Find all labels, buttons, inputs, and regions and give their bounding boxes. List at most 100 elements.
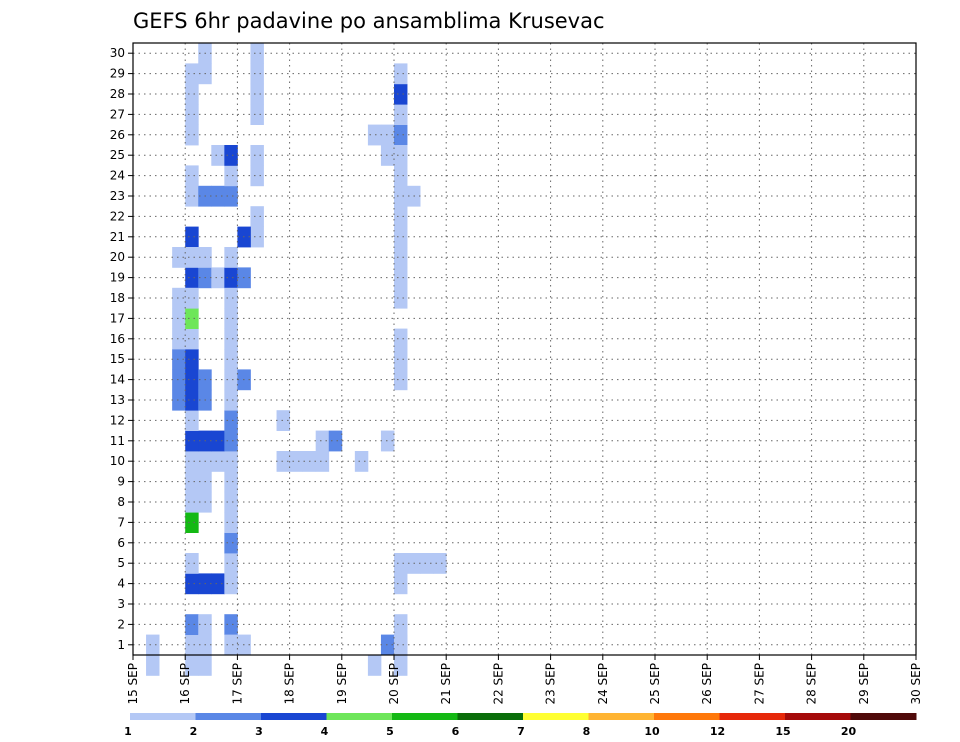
heatmap-cell [224,389,238,411]
colorbar-label: 3 [255,725,263,738]
heatmap-cell [250,226,264,248]
heatmap-cell [224,145,238,166]
y-tick-label: 14 [110,373,125,387]
heatmap-cell [224,267,238,289]
y-tick-label: 7 [117,515,125,529]
heatmap-cell [394,206,408,227]
heatmap-cell [172,328,186,350]
heatmap-cell [172,369,186,391]
colorbar-swatch [850,713,917,720]
heatmap-cell [224,369,238,391]
x-tick-label: 29 SEP [857,663,871,705]
x-tick-label: 24 SEP [596,663,610,705]
heatmap-cell [224,553,238,574]
y-tick-label: 11 [110,434,125,448]
y-tick-label: 4 [117,577,125,591]
colorbar-label: 7 [517,725,525,738]
heatmap-cell [276,451,290,472]
heatmap-cell [185,247,199,268]
heatmap-cell [146,634,160,656]
heatmap-cell [185,451,199,472]
y-tick-label: 18 [110,291,125,305]
heatmap-cell [250,206,264,227]
heatmap-cell [185,614,199,635]
heatmap-cell [276,410,290,431]
heatmap-cell [185,634,199,656]
heatmap-cell [211,451,225,472]
heatmap-cell [394,655,408,676]
heatmap-cell [185,553,199,574]
plot-frame [132,42,917,656]
heatmap-cell [224,573,238,595]
heatmap-cell [172,349,186,370]
heatmap-cell [394,573,408,595]
heatmap-cell [394,83,408,105]
y-tick-label: 9 [117,475,125,489]
heatmap-cell [394,185,408,207]
heatmap-cell [367,655,382,676]
heatmap-cell [315,430,330,452]
heatmap-cell [250,63,264,85]
colorbar-swatch [457,713,524,720]
heatmap-cell [394,328,408,350]
heatmap-cell [394,145,408,166]
heatmap-cell [185,226,199,248]
heatmap-cell [328,430,343,452]
y-axis: 1234567891011121314151617181920212223242… [110,46,133,652]
heatmap-cell [394,287,408,309]
heatmap-cell [172,308,186,329]
y-tick-label: 20 [110,250,125,264]
colorbar-swatch [654,713,720,720]
heatmap-cell [185,573,199,595]
heatmap-cell [394,226,408,248]
heatmap-cell [185,471,199,493]
x-tick-label: 15 SEP [126,663,140,705]
heatmap-cell [394,247,408,268]
heatmap-cell [224,349,238,370]
colorbar-label: 15 [775,725,790,738]
grid-layer [133,43,916,655]
heatmap-cell [380,124,395,146]
heatmap-cell [185,308,199,329]
x-axis: 15 SEP 16 SEP 17 SEP 18 SEP 19 SEP 20 SEP 21 S… [126,655,923,705]
chart-title: GEFS 6hr padavine po ansamblima Krusevac [133,9,605,33]
heatmap-cell [394,634,408,656]
colorbar-swatch [195,713,262,720]
colorbar-swatch [326,713,393,720]
heatmap-cell [394,104,408,125]
y-tick-label: 16 [110,332,125,346]
heatmap-cell [185,287,199,309]
heatmap-cell [198,655,212,676]
colorbar-swatch [719,713,786,720]
x-tick-label: 25 SEP [648,663,662,705]
heatmap-cell [224,308,238,329]
heatmap-cell [394,614,408,635]
y-tick-label: 1 [117,638,125,652]
heatmap-cell [185,267,199,289]
heatmap-cell [172,287,186,309]
heatmap-cell [224,328,238,350]
heatmap-cell [224,634,238,656]
y-tick-label: 6 [117,536,125,550]
y-tick-label: 30 [110,46,125,60]
colorbar-swatch [261,713,327,720]
cells-layer [146,43,447,676]
heatmap-cell [224,512,238,533]
heatmap-cell [250,83,264,105]
heatmap-cell [394,267,408,289]
heatmap-cell [185,389,199,411]
y-tick-label: 21 [110,230,125,244]
colorbar-label: 1 [124,725,132,738]
heatmap-cell [185,83,199,105]
colorbar: 1 2 3 4 5 6 7 8 10 12 15 20 [124,713,917,738]
colorbar-swatch [130,713,196,720]
heatmap-cell [185,63,199,85]
heatmap-cell [380,145,395,166]
heatmap-cell [367,124,382,146]
y-tick-label: 5 [117,556,125,570]
heatmap-cell [224,185,238,207]
heatmap-cell [185,328,199,350]
y-tick-label: 27 [110,107,125,121]
heatmap-cell [289,451,304,472]
heatmap-cell [211,267,225,289]
